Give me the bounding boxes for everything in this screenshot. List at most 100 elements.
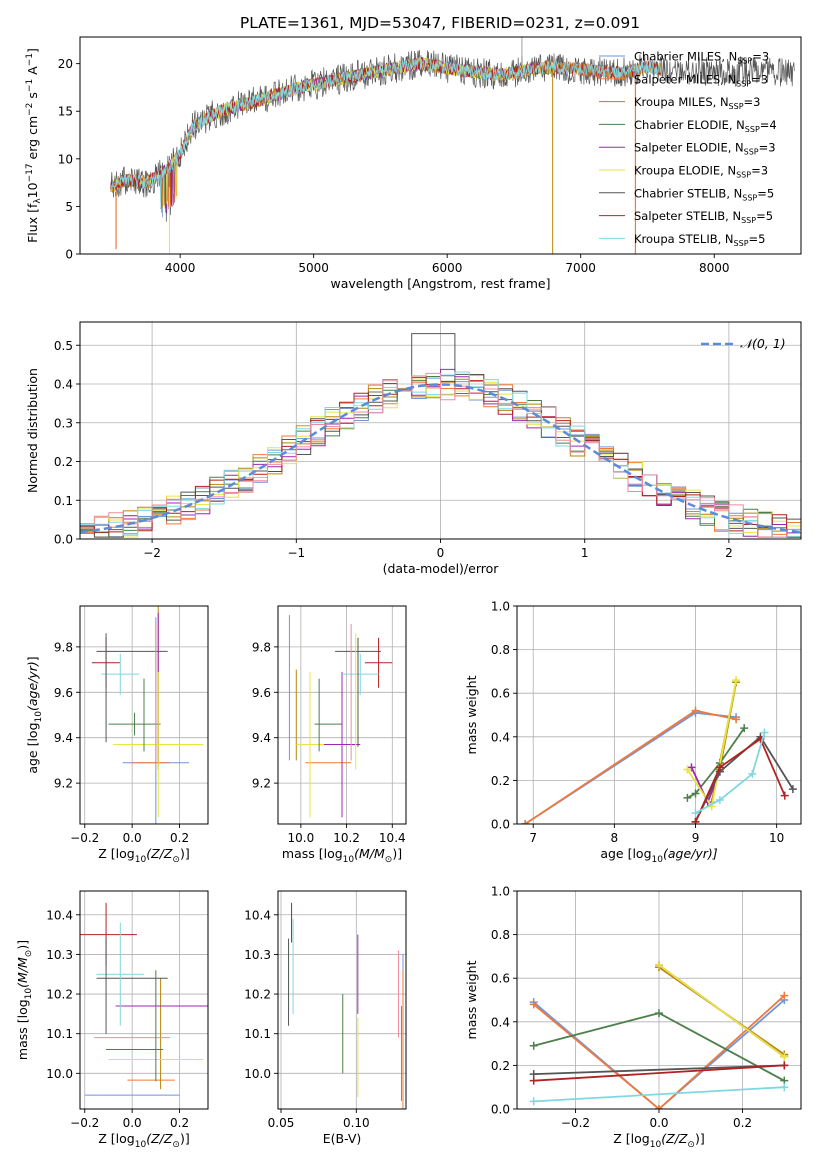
- mass-age-ytick-label: 9.4: [252, 731, 271, 745]
- z-weight-ytick-label: 0.6: [491, 972, 510, 986]
- spectrum-xtick-label: 8000: [699, 261, 730, 275]
- weight-point-marker: [687, 763, 696, 772]
- mass-age-xtick-label: 10.4: [379, 831, 406, 845]
- residuals-frame: [79, 321, 802, 540]
- age-weight-xtick-label: 9: [692, 831, 700, 845]
- weight-point-marker: [691, 706, 700, 715]
- residuals-axes: −2 −1 0 1 2 0.0 0.1 0.2 0.3 0.4 0.5: [54, 322, 801, 560]
- residuals-ylabel: Normed distribution: [25, 368, 40, 493]
- z-weight-xlabel: Z [log10(Z/Z⊙)]: [613, 1131, 704, 1150]
- legend-entry: Salpeter ELODIE, NSSP=3: [634, 141, 776, 157]
- ebv-mass-frame: [277, 890, 407, 1110]
- z-age-xtick-label: 0.0: [123, 831, 142, 845]
- residuals-xtick-label: 2: [725, 546, 733, 560]
- weight-point-marker: [748, 769, 757, 778]
- weight-point-marker: [760, 728, 769, 737]
- legend-entry: Salpeter MILES, NSSP=3: [634, 72, 768, 88]
- weight-point-marker: [521, 820, 530, 824]
- residuals-ytick-label: 0.3: [54, 416, 73, 430]
- weight-point-marker: [529, 1000, 538, 1009]
- z-age-ytick-label: 9.8: [54, 640, 73, 654]
- z-weight-xtick-label: 0.2: [733, 1116, 752, 1130]
- z-age-xtick-label: 0.2: [170, 831, 189, 845]
- mass-age-ytick-label: 9.6: [252, 686, 271, 700]
- age-weight-series: [521, 676, 797, 824]
- age-weight-xtick-label: 7: [529, 831, 537, 845]
- spectrum-ytick-label: 10: [58, 152, 73, 166]
- z-mass-ytick-label: 10.2: [46, 988, 73, 1002]
- z-mass-xlabel: Z [log10(Z/Z⊙)]: [98, 1131, 189, 1150]
- weight-series-line: [695, 732, 766, 814]
- z-weight-ytick-label: 0.8: [491, 928, 510, 942]
- weight-point-marker: [691, 817, 700, 824]
- spectrum-ytick-label: 20: [58, 57, 73, 71]
- residuals-xtick-label: 1: [581, 546, 589, 560]
- legend-entry: Chabrier MILES, NSSP=3: [634, 50, 769, 66]
- age-weight-ytick-label: 1.0: [491, 600, 510, 614]
- weight-series-line: [533, 1064, 785, 1075]
- weight-series-line: [533, 999, 785, 1109]
- weight-point-marker: [529, 1076, 538, 1085]
- spectrum-ytick-label: 0: [65, 248, 73, 262]
- z-mass-ytick-label: 10.3: [46, 948, 73, 962]
- legend-entry: Chabrier ELODIE, NSSP=4: [634, 118, 777, 134]
- residuals-ytick-label: 0.2: [54, 455, 73, 469]
- z-weight-ytick-label: 0.2: [491, 1059, 510, 1073]
- z-age-frame: [79, 605, 209, 825]
- weight-point-marker: [780, 1061, 789, 1070]
- weight-point-marker: [691, 809, 700, 818]
- z-weight-xtick-label: 0.0: [649, 1116, 668, 1130]
- weight-point-marker: [780, 1052, 789, 1061]
- age-weight-ytick-label: 0.0: [491, 818, 510, 832]
- residual-histograms: [80, 333, 801, 539]
- spectrum-xtick-label: 6000: [432, 261, 463, 275]
- spectrum-legend: Chabrier MILES, NSSP=3 Salpeter MILES, NS…: [599, 50, 777, 248]
- age-weight-xtick-label: 10: [769, 831, 784, 845]
- weight-series-line: [694, 737, 786, 823]
- mass-age-xlabel: mass [log10(M/M⊙)]: [282, 846, 402, 865]
- z-weight-ytick-label: 1.0: [491, 885, 510, 899]
- weight-point-marker: [529, 1097, 538, 1106]
- z-age-ytick-label: 9.6: [54, 686, 73, 700]
- z-age-ytick-label: 9.2: [54, 777, 73, 791]
- residuals-ytick-label: 0.4: [54, 378, 73, 392]
- weight-point-marker: [740, 724, 749, 733]
- residuals-xtick-label: 0: [437, 546, 445, 560]
- z-weight-series: [529, 961, 789, 1109]
- weight-point-marker: [715, 796, 724, 805]
- age-weight-frame: [516, 605, 802, 825]
- age-weight-axes: 7 8 9 10 0.0 0.2 0.4 0.6 0.8 1.0: [491, 600, 801, 845]
- spectrum-frame: [79, 36, 802, 255]
- ebv-mass-ytick-label: 10.3: [244, 948, 271, 962]
- ebv-mass-xtick-label: 0.05: [268, 1116, 295, 1130]
- mass-age-xtick-label: 10.0: [287, 831, 314, 845]
- spectrum-axes: 4000 5000 6000 7000 8000 0 5 10 15 20: [58, 57, 730, 275]
- residuals-xtick-label: −2: [143, 546, 161, 560]
- z-mass-ytick-label: 10.1: [46, 1027, 73, 1041]
- spectrum-xtick-label: 4000: [165, 261, 196, 275]
- ebv-mass-ytick-label: 10.1: [244, 1027, 271, 1041]
- residual-histogram-step: [80, 372, 801, 539]
- weight-point-marker: [715, 763, 724, 772]
- age-weight-ytick-label: 0.6: [491, 687, 510, 701]
- spectrum-ylabel: Flux [fλ10−17 erg cm−2 s−1 A−1]: [25, 48, 43, 243]
- weight-series-line: [686, 727, 745, 799]
- z-mass-xtick-label: −0.2: [70, 1116, 99, 1130]
- mass-age-xtick-label: 10.2: [333, 831, 360, 845]
- mass-age-ytick-label: 9.2: [252, 777, 271, 791]
- z-mass-xtick-label: 0.0: [123, 1116, 142, 1130]
- z-mass-errorbars: [80, 902, 208, 1096]
- spectrum-series-line: [110, 57, 662, 208]
- ebv-mass-ytick-label: 10.0: [244, 1067, 271, 1081]
- weight-point-marker: [788, 785, 797, 794]
- legend-entry: Chabrier STELIB, NSSP=5: [634, 186, 774, 202]
- legend-entry: Kroupa STELIB, NSSP=5: [634, 232, 765, 248]
- normal-legend-label: 𝒩(0, 1): [740, 336, 786, 351]
- ebv-mass-ytick-label: 10.4: [244, 908, 271, 922]
- residuals-ytick-label: 0.5: [54, 339, 73, 353]
- normal-curve: [80, 383, 801, 534]
- z-age-ytick-label: 9.4: [54, 731, 73, 745]
- mass-age-ytick-label: 9.8: [252, 640, 271, 654]
- mass-age-frame: [277, 605, 407, 825]
